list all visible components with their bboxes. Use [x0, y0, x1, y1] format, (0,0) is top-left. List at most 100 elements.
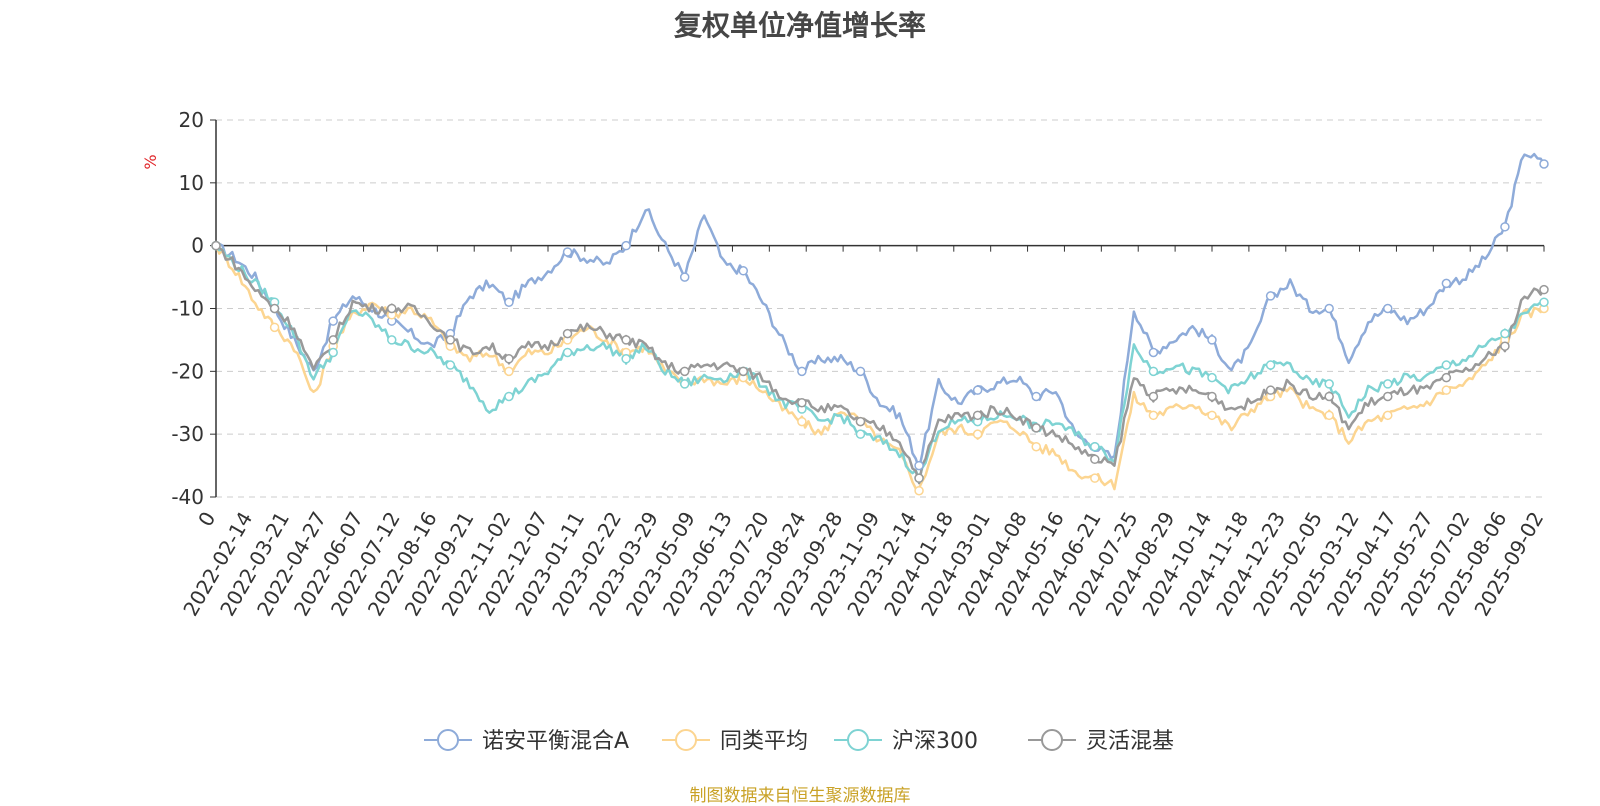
line-chart: 20100-10-20-30-4002022-02-142022-03-2120… — [141, 108, 1549, 620]
data-point — [1539, 284, 1549, 295]
data-point — [1265, 385, 1276, 395]
data-point — [269, 322, 280, 333]
legend-marker — [437, 729, 459, 751]
data-point — [855, 416, 866, 427]
data-point — [1383, 391, 1393, 402]
data-point — [1324, 303, 1334, 314]
data-point — [1090, 441, 1100, 452]
data-point — [972, 410, 983, 421]
chart-title: 复权单位净值增长率 — [673, 9, 926, 42]
data-point — [855, 366, 866, 377]
data-point — [1441, 372, 1452, 383]
y-tick-label: -40 — [171, 485, 204, 509]
data-point — [562, 247, 573, 257]
data-point — [504, 354, 514, 364]
y-tick-label: -10 — [171, 297, 204, 321]
data-point — [972, 429, 983, 439]
data-point — [387, 303, 397, 314]
data-point — [1031, 391, 1041, 402]
data-point — [1207, 391, 1217, 402]
data-point — [621, 354, 631, 364]
data-point — [328, 335, 338, 345]
data-point — [387, 335, 397, 345]
series-line — [214, 245, 1545, 491]
data-point — [445, 335, 456, 345]
y-tick-label: -20 — [171, 359, 204, 383]
data-point — [797, 416, 807, 427]
data-point — [269, 303, 280, 314]
data-point — [914, 460, 924, 471]
data-point — [504, 366, 514, 377]
marker-layer — [211, 159, 1549, 496]
data-point — [1383, 303, 1393, 314]
data-point — [621, 335, 631, 345]
grid-layer — [216, 119, 1544, 498]
data-point — [679, 379, 690, 389]
data-point — [738, 366, 749, 377]
data-point — [797, 366, 807, 377]
data-point — [679, 272, 690, 282]
y-tick-label: 0 — [191, 234, 204, 258]
legend-marker — [1041, 729, 1063, 751]
data-point — [1441, 360, 1452, 370]
data-point — [1031, 441, 1041, 452]
data-point — [1148, 366, 1159, 377]
data-point — [1441, 385, 1452, 395]
data-point — [211, 240, 221, 251]
data-point — [797, 398, 807, 408]
legend-label: 灵活混基 — [1086, 729, 1174, 754]
data-point — [972, 385, 983, 395]
axis-layer: 20100-10-20-30-4002022-02-142022-03-2120… — [171, 108, 1548, 620]
source-note: 制图数据来自恒生聚源数据库 — [689, 786, 911, 806]
legend-marker — [675, 729, 697, 751]
data-point — [1090, 454, 1100, 465]
data-point — [1324, 391, 1334, 402]
legend-label: 诺安平衡混合A — [482, 729, 629, 754]
y-tick-label: 10 — [179, 171, 204, 195]
y-axis-label: % — [141, 154, 160, 169]
data-point — [679, 366, 690, 377]
data-point — [1148, 347, 1159, 358]
data-point — [914, 485, 924, 496]
series-line — [215, 244, 1546, 485]
data-point — [1500, 222, 1510, 232]
y-tick-label: 20 — [179, 108, 204, 132]
data-point — [445, 360, 456, 370]
data-point — [621, 240, 631, 251]
data-point — [1324, 410, 1334, 421]
series-line — [214, 244, 1545, 481]
data-point — [1207, 410, 1217, 421]
data-point — [328, 347, 338, 358]
data-point — [504, 297, 514, 307]
legend-marker — [847, 729, 869, 751]
data-point — [1090, 473, 1100, 483]
data-point — [855, 429, 866, 439]
data-point — [1500, 341, 1510, 351]
data-point — [914, 473, 924, 483]
data-point — [504, 391, 514, 402]
data-point — [1148, 391, 1159, 402]
data-point — [1207, 335, 1217, 345]
data-point — [1265, 360, 1276, 370]
data-point — [562, 347, 573, 358]
data-point — [1148, 410, 1159, 421]
x-tick-label: 0 — [193, 508, 220, 531]
data-point — [1031, 423, 1041, 433]
data-point — [1383, 379, 1393, 389]
data-point — [1441, 278, 1452, 289]
data-point — [1324, 379, 1334, 389]
legend-label: 同类平均 — [720, 729, 808, 754]
data-point — [562, 328, 573, 339]
data-point — [1539, 159, 1549, 169]
y-tick-label: -30 — [171, 422, 204, 446]
data-point — [738, 266, 749, 276]
data-point — [1383, 410, 1393, 421]
data-point — [328, 316, 338, 326]
data-point — [1500, 328, 1510, 339]
data-point — [1265, 291, 1276, 301]
data-point — [1539, 297, 1549, 307]
data-point — [1207, 372, 1217, 383]
legend: 诺安平衡混合A 同类平均 沪深300 灵活混基 — [424, 729, 1174, 754]
legend-label: 沪深300 — [892, 729, 978, 754]
series-line — [215, 152, 1546, 471]
